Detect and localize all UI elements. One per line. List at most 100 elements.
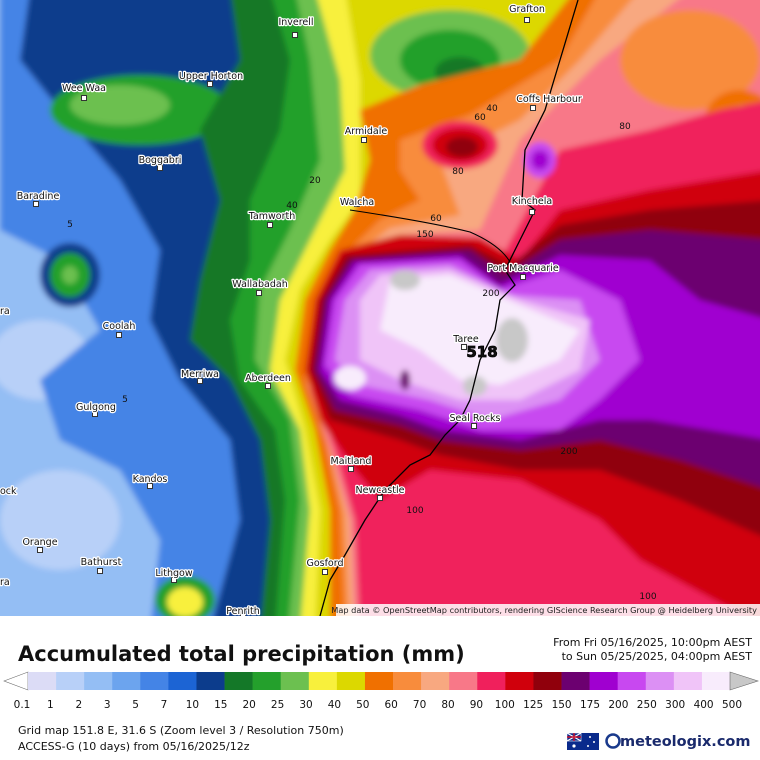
town-marker <box>157 165 163 171</box>
contour-line <box>349 209 511 263</box>
color-swatch <box>168 672 197 690</box>
town-label: Penrith <box>226 606 260 617</box>
color-swatch <box>336 672 366 690</box>
contour-label: 100 <box>406 506 423 516</box>
colorbar-label: 20 <box>243 699 256 711</box>
town-label: Walcha <box>340 197 374 208</box>
color-swatch <box>56 672 85 690</box>
town-label: Upper Horton <box>179 71 243 82</box>
town-label: Lithgow <box>155 568 193 579</box>
town-marker <box>92 411 98 417</box>
flag <box>566 732 599 750</box>
color-swatch <box>280 672 310 690</box>
colorbar-label: 70 <box>413 699 426 711</box>
color-swatch <box>393 672 422 690</box>
model-info: ACCESS-G (10 days) from 05/16/2025/12z <box>18 740 250 753</box>
town-label: Bathurst <box>81 557 122 568</box>
colorbar-label: 10 <box>186 699 199 711</box>
colorbar-label: 175 <box>580 699 600 711</box>
colorbar-label: 40 <box>328 699 341 711</box>
color-swatch <box>308 672 338 690</box>
color-swatch <box>645 672 675 690</box>
edge-town-label: ra <box>0 306 10 317</box>
color-swatch <box>561 672 590 690</box>
colorbar-label: 200 <box>608 699 628 711</box>
colorbar-label: 25 <box>271 699 284 711</box>
town-marker <box>348 466 354 472</box>
town-marker <box>37 547 43 553</box>
town-label: Aberdeen <box>245 373 291 384</box>
town-label: Kandos <box>133 474 168 485</box>
town-label: Coolah <box>103 321 136 332</box>
contour-label: 80 <box>619 122 631 132</box>
colorbar-label: 150 <box>552 699 572 711</box>
color-swatch <box>617 672 647 690</box>
attribution: Map data © OpenStreetMap contributors, r… <box>331 605 757 615</box>
contour-label: 60 <box>474 113 486 123</box>
colorbar-label: 50 <box>356 699 369 711</box>
map: Inverell Grafton Upper Horton Wee Waa Coffs … <box>0 0 760 617</box>
town-layer: Inverell Grafton Upper Horton Wee Waa Coffs … <box>0 3 657 617</box>
town-marker <box>529 209 535 215</box>
colorbar-label: 3 <box>104 699 111 711</box>
town-label: Armidale <box>345 126 388 137</box>
town-label: Inverell <box>278 17 313 28</box>
town-label: Maitland <box>331 456 372 467</box>
edge-town-label: ra <box>0 577 10 588</box>
color-swatch <box>28 672 57 690</box>
colorbar-label: 400 <box>694 699 714 711</box>
edge-town-label: ock <box>0 486 17 497</box>
contour-label: 200 <box>482 289 499 299</box>
colorbar-label: 15 <box>214 699 227 711</box>
town-marker <box>292 32 298 38</box>
town-marker <box>520 274 526 280</box>
colorbar-label: 1 <box>47 699 54 711</box>
coastline <box>319 0 579 616</box>
town-marker <box>322 569 328 575</box>
town-label: Wee Waa <box>62 83 106 94</box>
period-to: to Sun 05/25/2025, 04:00pm AEST <box>562 650 753 663</box>
colorbar-label: 80 <box>441 699 454 711</box>
colorbar-over <box>729 671 759 691</box>
town-marker <box>207 81 213 87</box>
color-swatch <box>252 672 282 690</box>
color-swatch <box>196 672 225 690</box>
contour-label: 518 <box>466 343 497 361</box>
colorbar-label: 0.1 <box>14 699 31 711</box>
color-swatch <box>477 672 506 690</box>
town-label: Taree <box>452 334 479 345</box>
town-label: Orange <box>22 537 57 548</box>
colorbar-label: 250 <box>637 699 657 711</box>
town-label: Gosford <box>306 558 343 569</box>
town-label: Port Macquarie <box>487 263 559 274</box>
colorbar-label: 30 <box>299 699 312 711</box>
colorbar-label: 7 <box>161 699 168 711</box>
town-marker <box>116 332 122 338</box>
color-swatch <box>701 672 731 690</box>
color-swatch <box>449 672 478 690</box>
precip-field <box>0 0 760 616</box>
town-label: Gulgong <box>76 402 116 413</box>
colorbar-label: 100 <box>495 699 515 711</box>
colorbar-label: 60 <box>385 699 398 711</box>
colorbar-label: 5 <box>132 699 139 711</box>
color-swatch <box>421 672 450 690</box>
contour-label: 80 <box>452 167 464 177</box>
town-marker <box>265 383 271 389</box>
period-from: From Fri 05/16/2025, 10:00pm AEST <box>553 636 752 649</box>
contour-label: 150 <box>416 230 433 240</box>
town-marker <box>377 495 383 501</box>
contour-label: 100 <box>639 592 656 602</box>
town-marker <box>354 201 360 207</box>
color-swatch <box>533 672 562 690</box>
grid-info: Grid map 151.8 E, 31.6 S (Zoom level 3 /… <box>18 724 344 737</box>
color-swatch <box>589 672 618 690</box>
colorbar-label: 125 <box>523 699 543 711</box>
contour-label: 5 <box>122 395 128 405</box>
contour-label: 200 <box>560 447 577 457</box>
town-label: Baradine <box>17 191 60 202</box>
colorbar-label: 300 <box>665 699 685 711</box>
town-marker <box>461 344 467 350</box>
color-swatch <box>364 672 394 690</box>
contour-label: 5 <box>67 220 73 230</box>
